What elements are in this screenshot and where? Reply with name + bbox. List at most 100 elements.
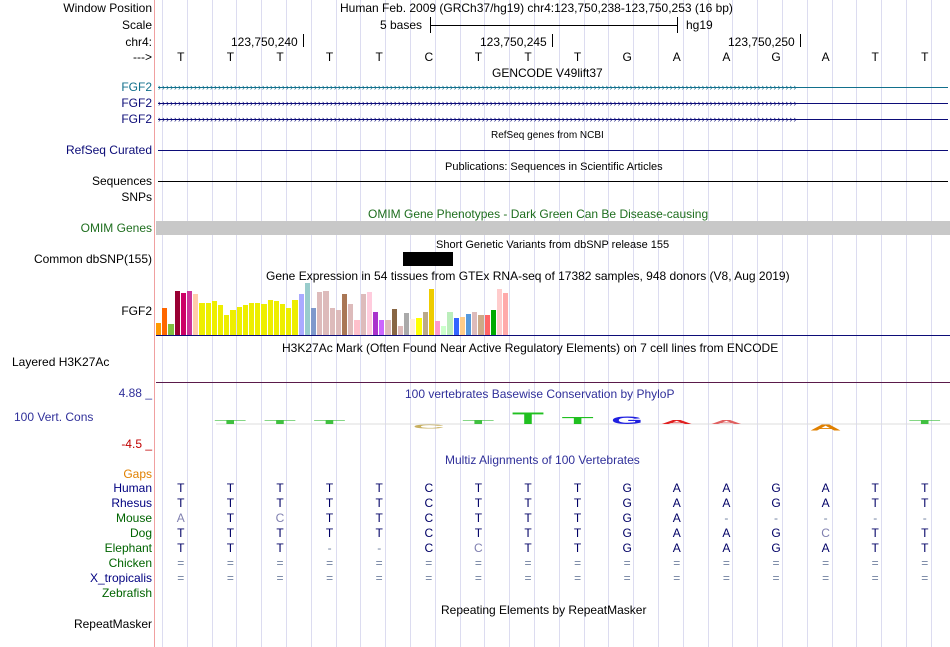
conservation-mark[interactable]: A <box>661 420 693 426</box>
refseq-gene-line[interactable] <box>158 150 948 151</box>
gencode-title[interactable]: GENCODE V49lift37 <box>492 66 603 80</box>
gtex-tissue-bar[interactable] <box>459 317 465 335</box>
alignment-species-label[interactable]: Rhesus <box>111 496 152 510</box>
gtex-tissue-bar[interactable] <box>391 309 397 335</box>
gtex-tissue-bar[interactable] <box>416 318 422 335</box>
gtex-tissue-bar[interactable] <box>373 312 379 335</box>
gtex-tissue-bar[interactable] <box>255 303 261 335</box>
gtex-tissue-bar[interactable] <box>311 308 317 335</box>
gtex-tissue-bar[interactable] <box>354 320 360 335</box>
sequences-line[interactable] <box>158 181 948 182</box>
refseq-title[interactable]: RefSeq genes from NCBI <box>491 130 604 141</box>
gtex-tissue-bar[interactable] <box>453 318 459 335</box>
gtex-tissue-bar[interactable] <box>205 303 211 335</box>
multiz-title[interactable]: Multiz Alignments of 100 Vertebrates <box>445 453 640 467</box>
gtex-tissue-bar[interactable] <box>280 304 286 335</box>
alignment-species-label[interactable]: X_tropicalis <box>89 571 152 585</box>
gtex-tissue-bar[interactable] <box>410 319 416 335</box>
conservation-label[interactable]: 100 Vert. Cons <box>14 410 94 424</box>
conservation-mark[interactable]: A <box>810 423 842 433</box>
gtex-tissue-bar[interactable] <box>298 294 304 335</box>
alignment-species-label[interactable]: Zebrafish <box>101 586 152 600</box>
gtex-tissue-bar[interactable] <box>428 289 434 335</box>
conservation-mark[interactable]: G <box>611 415 644 427</box>
conservation-mark[interactable]: T <box>512 409 546 428</box>
conservation-mark[interactable]: T <box>462 420 494 426</box>
gencode-gene-label[interactable]: FGF2 <box>121 96 152 110</box>
alignment-species-label[interactable]: Elephant <box>104 541 152 555</box>
h3k27ac-label[interactable]: Layered H3K27Ac <box>12 355 110 369</box>
gtex-tissue-bar[interactable] <box>335 310 341 335</box>
gtex-chart[interactable] <box>156 283 536 335</box>
gtex-tissue-bar[interactable] <box>174 291 180 335</box>
conservation-mark[interactable]: T <box>214 420 246 426</box>
gtex-tissue-bar[interactable] <box>503 293 509 335</box>
sequences-label[interactable]: Sequences <box>91 174 152 188</box>
snps-label[interactable]: SNPs <box>121 190 152 204</box>
omim-title[interactable]: OMIM Gene Phenotypes - Dark Green Can Be… <box>368 207 709 221</box>
conservation-mark[interactable]: T <box>562 416 594 427</box>
gtex-tissue-bar[interactable] <box>466 314 472 335</box>
dbsnp-variant[interactable] <box>403 252 453 266</box>
gtex-tissue-bar[interactable] <box>304 283 310 335</box>
conservation-mark[interactable]: T <box>264 420 296 426</box>
gtex-tissue-bar[interactable] <box>218 305 224 335</box>
gtex-tissue-bar[interactable] <box>348 304 354 335</box>
gtex-tissue-bar[interactable] <box>323 291 329 335</box>
omim-genes-label[interactable]: OMIM Genes <box>80 221 152 235</box>
gtex-tissue-bar[interactable] <box>379 320 385 335</box>
gtex-tissue-bar[interactable] <box>366 292 372 335</box>
conservation-mark[interactable]: A <box>710 420 745 426</box>
gtex-tissue-bar[interactable] <box>168 324 174 335</box>
refseq-curated-label[interactable]: RefSeq Curated <box>65 143 152 157</box>
conservation-mark[interactable]: T <box>314 420 346 426</box>
repeatmasker-title[interactable]: Repeating Elements by RepeatMasker <box>441 603 647 617</box>
gtex-tissue-bar[interactable] <box>435 321 441 335</box>
gtex-tissue-bar[interactable] <box>292 300 298 335</box>
gtex-tissue-bar[interactable] <box>230 310 236 335</box>
gtex-tissue-bar[interactable] <box>342 294 348 335</box>
dbsnp-title[interactable]: Short Genetic Variants from dbSNP releas… <box>436 239 670 251</box>
gtex-tissue-bar[interactable] <box>441 326 447 335</box>
h3k27ac-title[interactable]: H3K27Ac Mark (Often Found Near Active Re… <box>282 341 779 355</box>
alignment-species-label[interactable]: Chicken <box>108 556 152 570</box>
gencode-gene-line[interactable]: ››››››››››››››››››››››››››››››››››››››››… <box>158 114 948 124</box>
gencode-gene-line[interactable]: ››››››››››››››››››››››››››››››››››››››››… <box>158 98 948 108</box>
gtex-tissue-bar[interactable] <box>261 304 267 335</box>
gtex-tissue-bar[interactable] <box>156 323 162 335</box>
gaps-label[interactable]: Gaps <box>123 467 152 481</box>
repeatmasker-label[interactable]: RepeatMasker <box>73 617 152 631</box>
conservation-plot[interactable]: T T TCT T T G A A A T <box>156 400 950 440</box>
gtex-tissue-bar[interactable] <box>490 310 496 335</box>
conservation-mark[interactable]: T <box>909 420 941 426</box>
gtex-tissue-bar[interactable] <box>236 307 242 335</box>
gtex-tissue-bar[interactable] <box>193 294 199 335</box>
gtex-tissue-bar[interactable] <box>317 292 323 335</box>
gtex-tissue-bar[interactable] <box>242 305 248 335</box>
gencode-gene-line[interactable]: ››››››››››››››››››››››››››››››››››››››››… <box>158 82 948 92</box>
gtex-tissue-bar[interactable] <box>211 301 217 335</box>
gencode-gene-label[interactable]: FGF2 <box>121 112 152 126</box>
gtex-tissue-bar[interactable] <box>385 320 391 335</box>
gtex-tissue-bar[interactable] <box>484 315 490 335</box>
gtex-tissue-bar[interactable] <box>286 308 292 335</box>
gtex-tissue-bar[interactable] <box>472 312 478 335</box>
alignment-species-label[interactable]: Human <box>113 481 152 495</box>
gtex-tissue-bar[interactable] <box>187 291 193 335</box>
gtex-tissue-bar[interactable] <box>224 315 230 335</box>
gtex-tissue-bar[interactable] <box>267 300 273 335</box>
gtex-tissue-bar[interactable] <box>249 303 255 335</box>
gtex-tissue-bar[interactable] <box>478 315 484 335</box>
gtex-tissue-bar[interactable] <box>497 289 503 335</box>
gtex-tissue-bar[interactable] <box>422 312 428 335</box>
conservation-title[interactable]: 100 vertebrates Basewise Conservation by… <box>405 387 675 401</box>
dbsnp-label[interactable]: Common dbSNP(155) <box>33 252 152 266</box>
alignment-species-label[interactable]: Dog <box>129 526 152 540</box>
gtex-label[interactable]: FGF2 <box>121 304 152 318</box>
alignment-species-label[interactable]: Mouse <box>115 511 152 525</box>
gtex-tissue-bar[interactable] <box>404 313 410 335</box>
gtex-tissue-bar[interactable] <box>162 308 168 335</box>
gtex-tissue-bar[interactable] <box>180 293 186 335</box>
omim-gene-bar[interactable] <box>156 221 950 235</box>
window-position-text[interactable]: Human Feb. 2009 (GRCh37/hg19) chr4:123,7… <box>340 1 733 15</box>
